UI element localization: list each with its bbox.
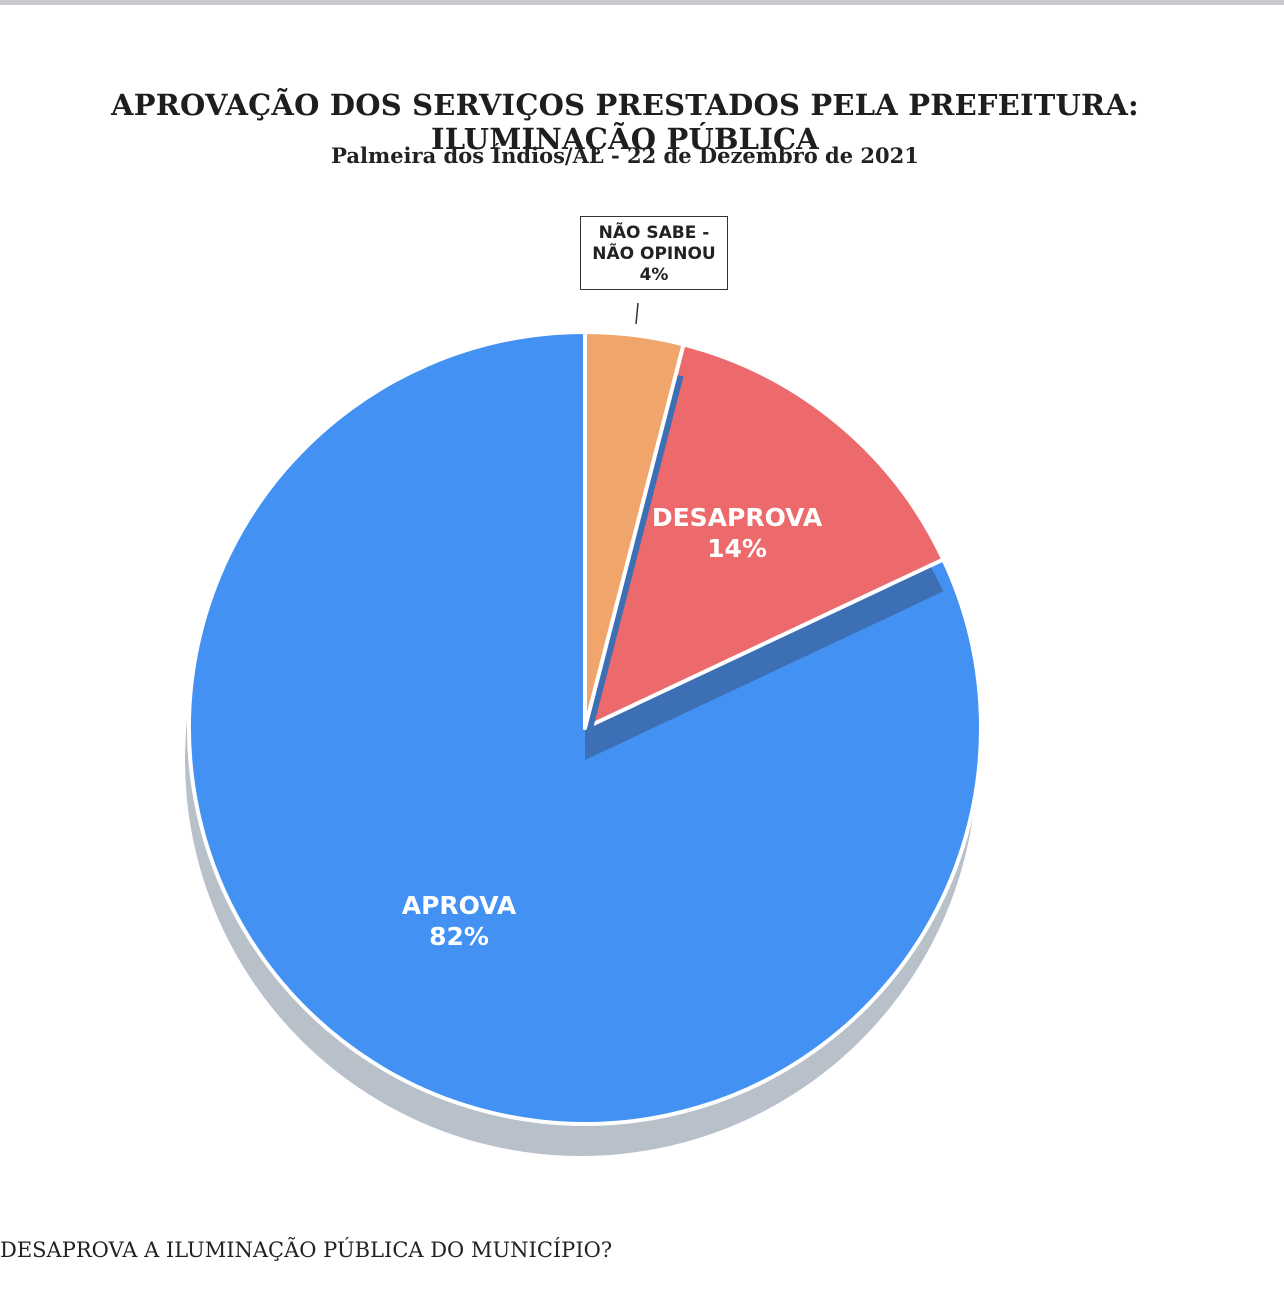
callout-line-2: NÃO OPINOU bbox=[592, 244, 716, 264]
chart-title: APROVAÇÃO DOS SERVIÇOS PRESTADOS PELA PR… bbox=[111, 88, 1139, 156]
callout-leader-line bbox=[635, 302, 639, 325]
chart-subtitle: Palmeira dos Índios/AL - 22 de Dezembro … bbox=[331, 143, 919, 168]
pie-slice-desaprova bbox=[583, 342, 946, 730]
pie-slice-n-o-sabe-n-o-opinou bbox=[583, 330, 686, 730]
callout-nao-sabe: NÃO SABE - NÃO OPINOU 4% bbox=[580, 216, 728, 290]
slice-label-aprova: APROVA 82% bbox=[402, 891, 517, 951]
top-rule bbox=[0, 0, 1284, 5]
callout-line-1: NÃO SABE - bbox=[598, 223, 710, 243]
slice-label-desaprova: DESAPROVA 14% bbox=[652, 503, 823, 563]
footer-question: DESAPROVA A ILUMINAÇÃO PÚBLICA DO MUNICÍ… bbox=[0, 1238, 613, 1262]
callout-line-3: 4% bbox=[639, 265, 669, 285]
